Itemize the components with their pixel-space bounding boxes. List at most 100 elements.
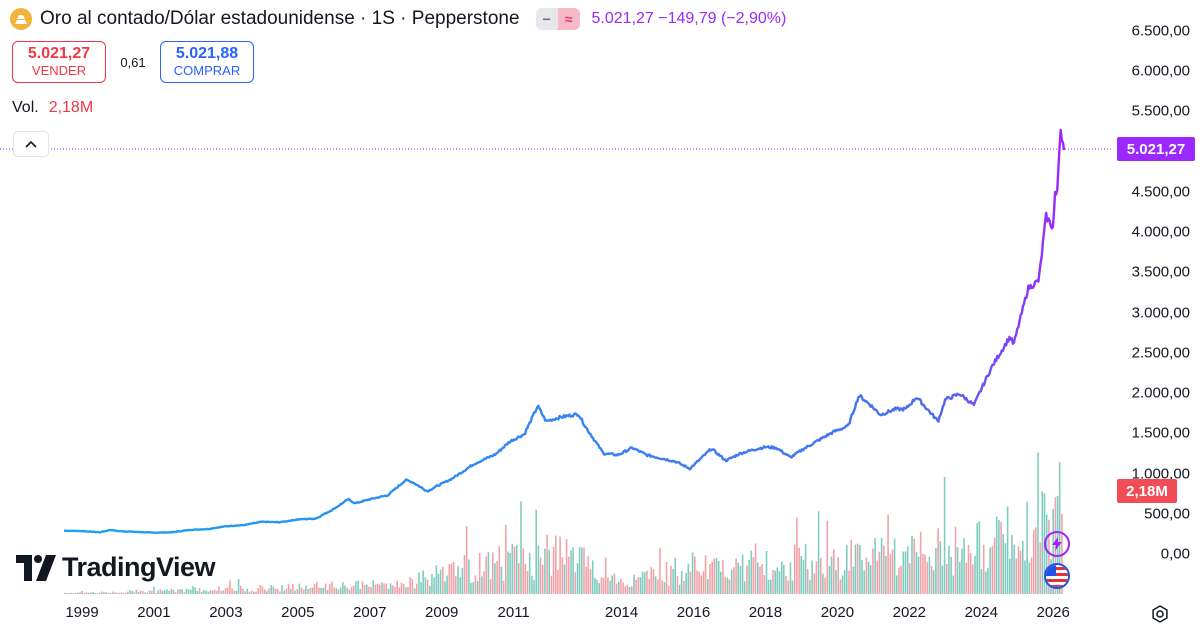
volume-bar bbox=[177, 589, 179, 594]
indicator-wave-button[interactable]: ≈ bbox=[557, 8, 580, 30]
volume-bar bbox=[87, 592, 90, 594]
volume-bar bbox=[813, 573, 816, 594]
current-price-tag: 5.021,27 bbox=[1117, 137, 1195, 161]
volume-bar bbox=[985, 571, 987, 594]
volume-bar bbox=[713, 558, 716, 594]
settings-gear-icon[interactable] bbox=[1150, 604, 1170, 624]
x-tick-label: 2018 bbox=[748, 604, 783, 621]
volume-bar bbox=[500, 566, 503, 594]
volume-bar bbox=[457, 566, 459, 594]
volume-bar bbox=[600, 577, 603, 594]
volume-bar bbox=[1009, 558, 1011, 594]
y-tick-label: 2.500,00 bbox=[1131, 344, 1190, 362]
y-tick-label: 1.000,00 bbox=[1131, 465, 1190, 483]
volume-bar bbox=[804, 543, 807, 594]
volume-bar bbox=[140, 590, 142, 594]
volume-bar bbox=[261, 586, 264, 594]
volume-bar bbox=[876, 560, 879, 594]
us-flag-icon[interactable] bbox=[1044, 563, 1070, 589]
buy-price: 5.021,88 bbox=[175, 45, 239, 62]
indicator-minus-button[interactable]: − bbox=[535, 8, 558, 30]
volume-bar bbox=[598, 583, 600, 594]
volume-bar bbox=[572, 547, 574, 594]
volume-bar bbox=[435, 565, 438, 594]
volume-bar bbox=[889, 554, 892, 594]
volume-bar bbox=[561, 557, 564, 594]
volume-bar bbox=[635, 579, 637, 594]
volume-bar bbox=[989, 547, 991, 594]
volume-bar bbox=[909, 563, 911, 594]
volume-bar bbox=[528, 552, 531, 594]
symbol-title[interactable]: Oro al contado/Dólar estadounidense · 1S… bbox=[40, 8, 520, 29]
volume-bar bbox=[114, 592, 116, 594]
buy-button[interactable]: 5.021,88 COMPRAR bbox=[160, 41, 254, 83]
sell-label: VENDER bbox=[31, 63, 87, 78]
volume-bar bbox=[541, 564, 544, 594]
volume-bar bbox=[233, 590, 236, 594]
volume-bar bbox=[307, 589, 309, 594]
volume-bar bbox=[631, 586, 633, 594]
volume-bar bbox=[218, 586, 220, 594]
volume-bar bbox=[900, 565, 902, 594]
volume-bar bbox=[694, 556, 696, 594]
indicator-pill[interactable]: − ≈ bbox=[535, 8, 580, 30]
volume-bar bbox=[194, 587, 196, 594]
volume-bar bbox=[1039, 542, 1041, 594]
volume-bar bbox=[1026, 501, 1028, 594]
volume-bar bbox=[146, 592, 149, 594]
volume-bar bbox=[131, 590, 133, 594]
volume-bar bbox=[683, 581, 685, 594]
volume-bars bbox=[64, 452, 1063, 594]
volume-bar bbox=[1045, 514, 1048, 594]
volume-bar bbox=[867, 561, 870, 594]
volume-bar bbox=[739, 566, 742, 594]
volume-bar bbox=[806, 568, 809, 594]
volume-bar bbox=[995, 516, 998, 594]
volume-bar bbox=[678, 584, 681, 594]
volume-bar bbox=[483, 571, 485, 594]
sell-button[interactable]: 5.021,27 VENDER bbox=[12, 41, 106, 83]
volume-bar bbox=[309, 588, 312, 594]
volume-bar bbox=[183, 591, 186, 594]
volume-bar bbox=[1004, 543, 1007, 594]
volume-bar bbox=[672, 568, 674, 594]
volume-bar bbox=[411, 579, 414, 594]
volume-bar bbox=[409, 577, 411, 594]
volume-bar bbox=[492, 552, 494, 594]
volume-bar bbox=[344, 585, 346, 594]
volume-bar bbox=[385, 583, 388, 594]
volume-bar bbox=[81, 591, 83, 594]
x-tick-label: 2005 bbox=[281, 604, 315, 621]
volume-bar bbox=[1000, 521, 1002, 594]
volume-bar bbox=[498, 546, 501, 594]
volume-bar bbox=[426, 579, 429, 594]
volume-legend[interactable]: Vol. 2,18M bbox=[12, 99, 93, 117]
volume-bar bbox=[244, 591, 246, 594]
volume-bar bbox=[329, 584, 331, 594]
volume-bar bbox=[544, 548, 546, 594]
volume-bar bbox=[270, 585, 272, 594]
volume-bar bbox=[578, 547, 581, 594]
volume-bar bbox=[726, 577, 729, 594]
tradingview-logo[interactable]: TradingView bbox=[16, 552, 216, 583]
volume-bar bbox=[268, 588, 270, 594]
volume-bar bbox=[887, 514, 889, 594]
volume-bar bbox=[607, 577, 609, 594]
gold-bars-icon[interactable] bbox=[10, 8, 32, 30]
volume-bar bbox=[1017, 546, 1020, 594]
volume-bar bbox=[644, 572, 646, 594]
volume-bar bbox=[272, 586, 275, 594]
volume-bar bbox=[1037, 452, 1039, 594]
volume-bar bbox=[596, 579, 598, 594]
volume-bar bbox=[537, 545, 540, 594]
volume-bar bbox=[685, 572, 687, 594]
volume-bar bbox=[982, 544, 985, 594]
volume-bar bbox=[941, 565, 944, 594]
volume-bar bbox=[650, 567, 653, 594]
volume-bar bbox=[980, 568, 983, 594]
lightning-icon[interactable] bbox=[1044, 531, 1070, 557]
collapse-legend-button[interactable] bbox=[13, 131, 49, 157]
volume-bar bbox=[224, 588, 227, 594]
volume-bar bbox=[474, 575, 477, 594]
